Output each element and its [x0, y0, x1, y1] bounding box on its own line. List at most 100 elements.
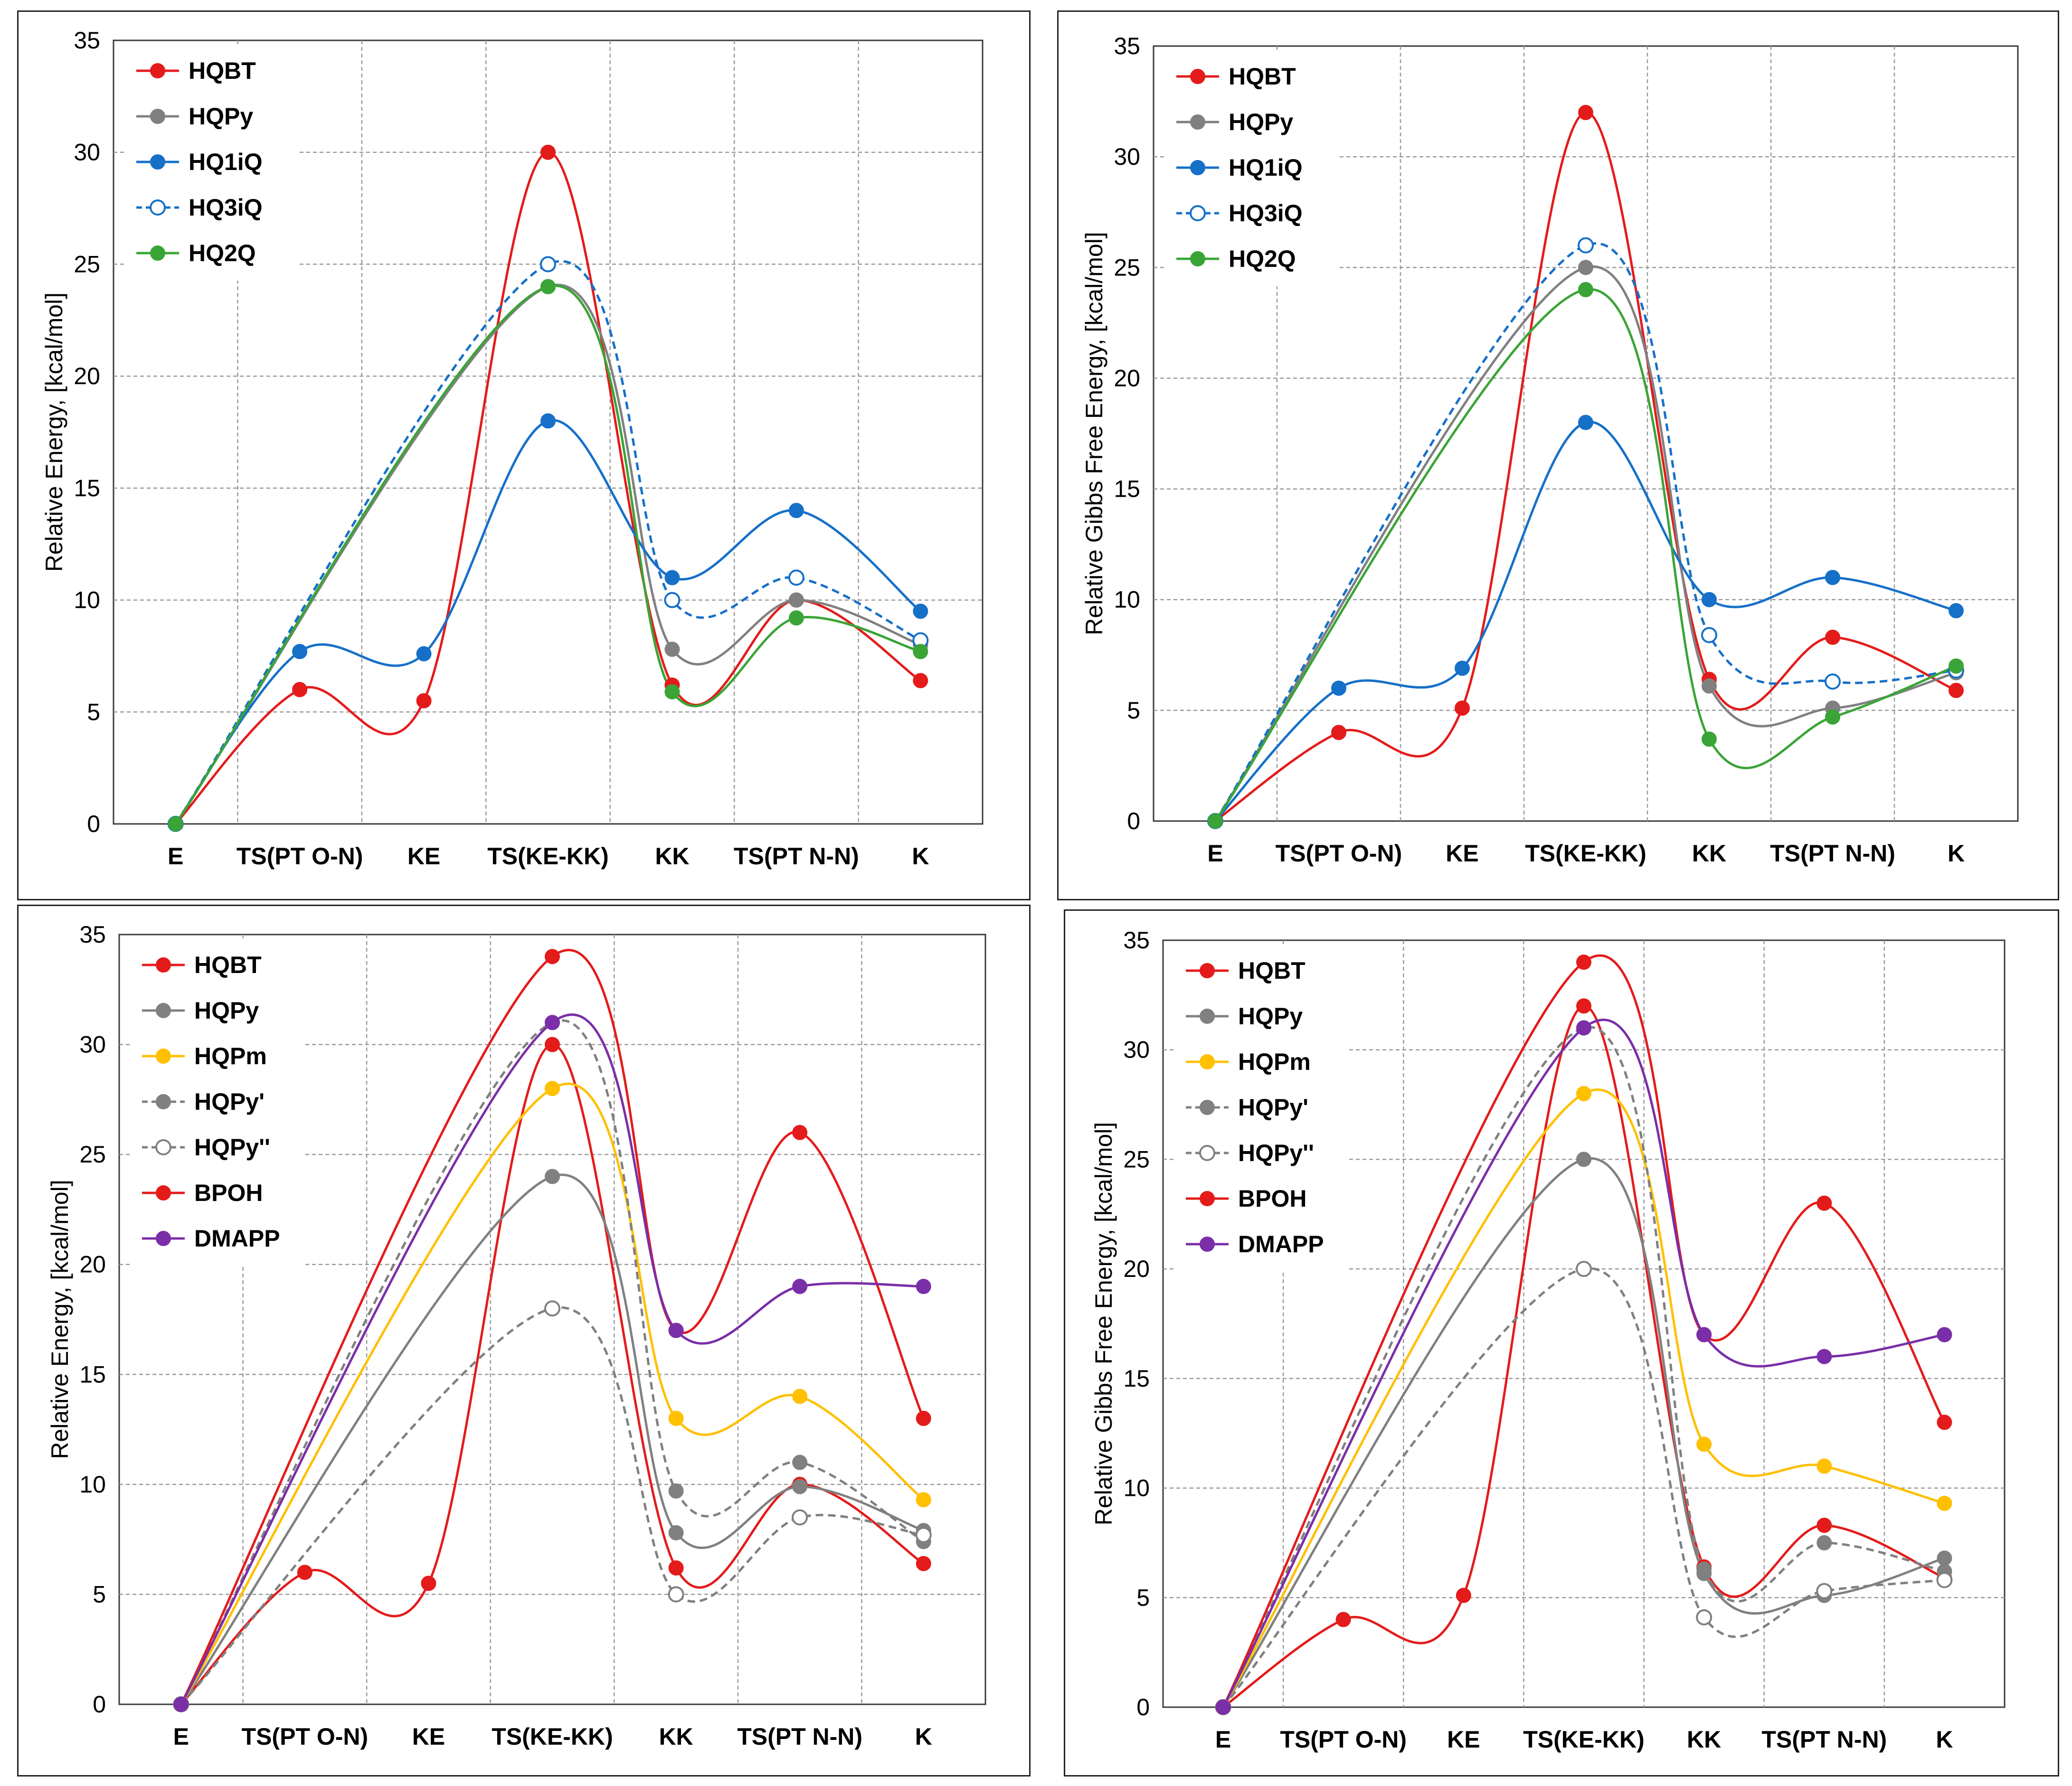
point-hq3iq: [540, 256, 556, 273]
series-markers: [1215, 954, 1953, 1715]
x-tick-label: TS(KE-KK): [492, 1723, 613, 1750]
y-tick-label: 0: [87, 811, 100, 837]
y-tick-label: 10: [1114, 586, 1140, 613]
legend-entry-hq2q: HQ2Q: [189, 240, 256, 266]
point-hq2q: [1949, 658, 1964, 674]
point-hqpy: [792, 1479, 808, 1494]
y-tick-label: 10: [74, 587, 100, 614]
y-tick-label: 30: [1114, 143, 1140, 170]
legend-marker: [150, 109, 165, 124]
y-tick-label: 15: [74, 475, 100, 501]
y-tick-label: 35: [79, 921, 106, 948]
point-dmapp: [792, 1279, 808, 1295]
y-tick-label: 20: [1123, 1256, 1150, 1282]
point-hqpm: [1696, 1436, 1712, 1452]
legend-entry-hq1iq: HQ1iQ: [1229, 154, 1303, 181]
series-markers: [1207, 104, 1964, 829]
point-hq2q: [168, 816, 183, 832]
y-axis-label: Relative Energy, [kcal/mol]: [41, 293, 67, 572]
x-tick-label: TS(PT O-N): [1276, 840, 1402, 867]
legend-marker: [150, 246, 165, 261]
point-bpoh: [1576, 954, 1591, 970]
point-hqbt: [913, 673, 928, 689]
legend-marker: [1190, 205, 1206, 221]
point-hq1iq: [1578, 415, 1593, 430]
point-hqpy-dprime: [1576, 1261, 1592, 1277]
point-hq3iq: [1825, 673, 1841, 690]
y-tick-label: 30: [79, 1031, 106, 1058]
point-hq1iq: [292, 644, 308, 659]
legend-entry-dmapp: DMAPP: [1238, 1231, 1324, 1257]
point-hqbt: [1817, 1518, 1832, 1533]
legend-entry-bpoh: BPOH: [1238, 1185, 1306, 1212]
point-hqpm: [1937, 1495, 1952, 1511]
point-hq2q: [1825, 709, 1840, 725]
point-hqpm: [668, 1410, 684, 1426]
y-tick-label: 5: [87, 699, 100, 725]
legend-entry-hqpy-prime: HQPy': [194, 1088, 265, 1115]
point-hqbt: [1576, 998, 1591, 1014]
legend-marker: [1200, 1191, 1215, 1206]
point-hqpy-prime: [792, 1455, 808, 1470]
point-hqpy: [545, 1169, 560, 1184]
point-hq1iq: [788, 503, 804, 518]
x-tick-label: K: [912, 843, 929, 869]
y-tick-label: 0: [1136, 1694, 1150, 1720]
x-tick-label: E: [1207, 840, 1223, 867]
point-dmapp: [1817, 1349, 1832, 1364]
point-hqpm: [1817, 1458, 1832, 1474]
point-hq3iq: [1701, 627, 1717, 643]
point-hq3iq: [788, 569, 804, 586]
point-hqbt: [1578, 104, 1593, 120]
point-hqbt: [668, 1560, 684, 1576]
y-tick-label: 5: [93, 1581, 106, 1607]
legend-entry-hqpy-dprime: HQPy'': [194, 1134, 270, 1161]
x-tick-label: KE: [407, 843, 440, 869]
legend-entry-hqpy-dprime: HQPy'': [1238, 1140, 1314, 1166]
legend-marker: [156, 1094, 171, 1109]
legend-entry-hq1iq: HQ1iQ: [189, 149, 263, 175]
point-hqpy-prime: [668, 1483, 684, 1499]
x-tick-label: TS(PT O-N): [237, 843, 363, 869]
point-hqbt: [1949, 682, 1964, 698]
point-hqpy-prime: [1696, 1561, 1712, 1577]
point-dmapp: [173, 1697, 189, 1712]
point-hqpy: [668, 1525, 684, 1540]
legend-entry-hqbt: HQBT: [1238, 957, 1306, 984]
legend-entry-hqpy-prime: HQPy': [1238, 1094, 1308, 1121]
y-axis-label: Relative Gibbs Free Energy, [kcal/mol]: [1090, 1122, 1117, 1525]
x-tick-label: TS(KE-KK): [1523, 1726, 1645, 1753]
point-hqbt: [292, 682, 308, 698]
x-tick-label: K: [1948, 840, 1965, 867]
point-hq2q: [788, 610, 804, 626]
point-hqpy-dprime: [1696, 1609, 1712, 1625]
point-hqbt: [545, 1037, 560, 1052]
point-hqpm: [792, 1389, 808, 1404]
y-tick-label: 35: [1114, 33, 1140, 59]
y-tick-label: 30: [1123, 1037, 1150, 1063]
legend-marker: [150, 199, 166, 216]
point-hqpy: [1578, 260, 1593, 275]
chart-svg-bottom-left: 0 5 10 15 20 25 30 35 E TS(PT O-N) KE TS(KE-KK) KK TS…: [47, 921, 986, 1750]
point-hqpy: [1576, 1152, 1591, 1167]
chart-panel-top-left: 0 5 10 15 20 25 30 35 E TS(PT O-N) KE TS(KE-KK) KK TS…: [17, 10, 1031, 900]
legend-entry-hqbt: HQBT: [194, 952, 262, 978]
x-tick-label: TS(PT O-N): [242, 1723, 369, 1750]
point-hqpy: [788, 592, 804, 608]
y-tick-label: 15: [1114, 476, 1140, 502]
point-hq1iq: [1702, 592, 1717, 607]
y-tick-label: 0: [1127, 808, 1140, 834]
point-hq2q: [1208, 813, 1223, 829]
legend-marker: [1190, 114, 1205, 130]
x-tick-label: E: [173, 1723, 189, 1750]
legend-marker: [1190, 251, 1205, 266]
point-hq1iq: [913, 604, 928, 619]
point-hq3iq: [1578, 237, 1594, 254]
point-bpoh: [545, 949, 560, 964]
point-hq2q: [913, 644, 928, 659]
legend-marker: [1200, 963, 1215, 978]
point-hq2q: [664, 684, 680, 699]
x-tick-label: KK: [655, 843, 689, 869]
chart-svg-bottom-right: 0 5 10 15 20 25 30 35 E TS(PT O-N) KE TS(KE-KK) KK TS…: [1090, 927, 2006, 1753]
point-bpoh: [1937, 1415, 1952, 1430]
